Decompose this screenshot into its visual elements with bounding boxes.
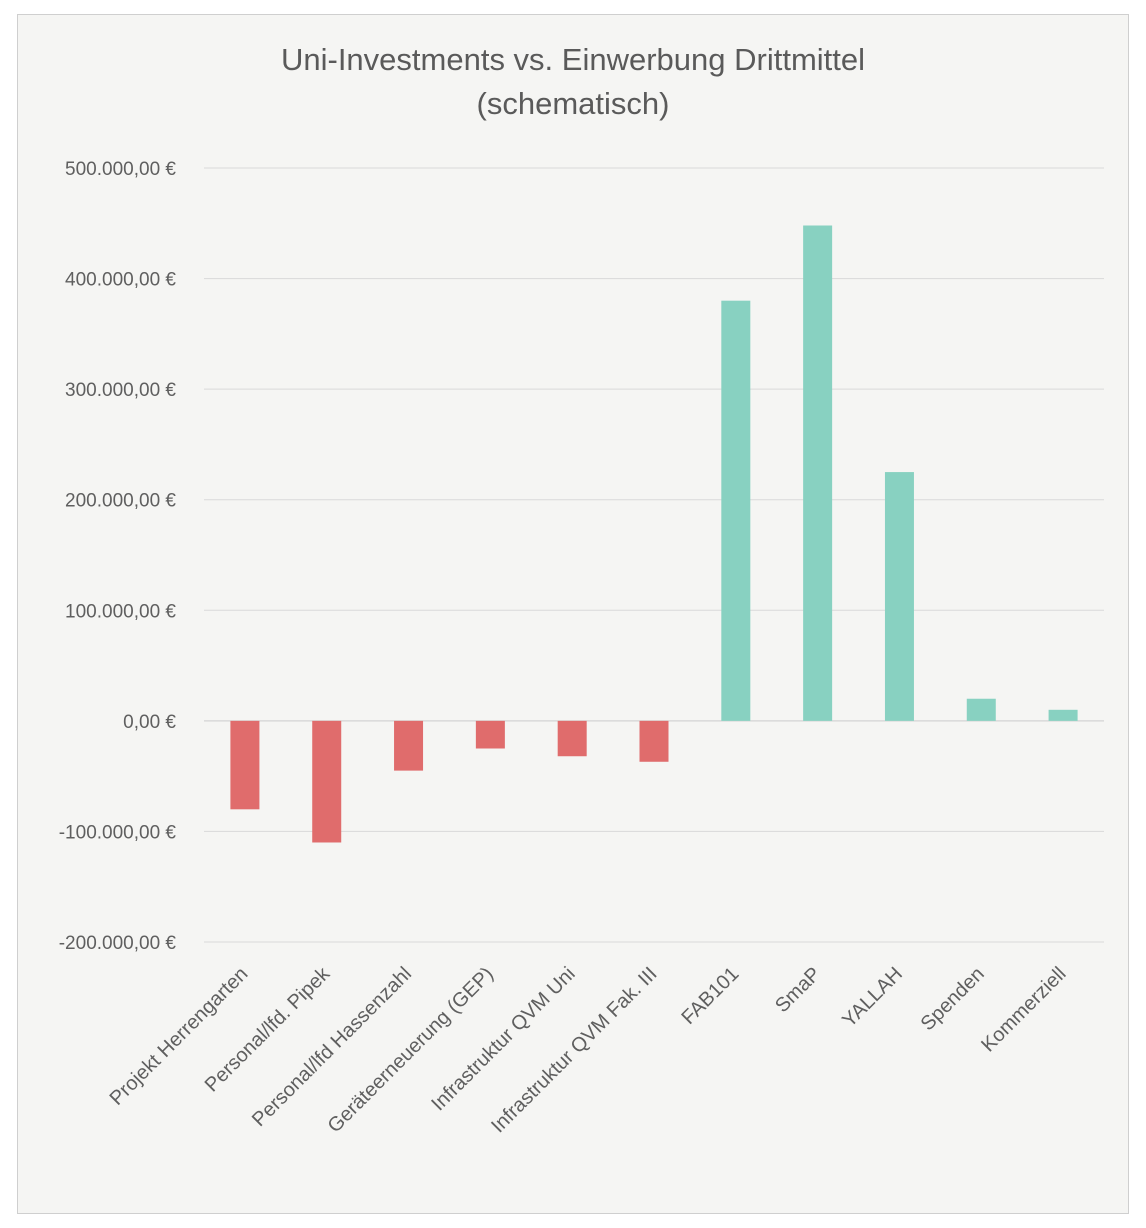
x-tick-label: Geräteerneuerung (GEP) (324, 963, 498, 1137)
bar (230, 720, 260, 810)
bar (803, 225, 833, 721)
y-tick-label: 100.000,00 € (65, 601, 176, 622)
x-tick-label: Projekt Herrengarten (106, 963, 253, 1110)
x-tick-label: YALLAH (838, 963, 907, 1032)
chart-title-line1: Uni-Investments vs. Einwerbung Drittmitt… (280, 42, 866, 77)
y-tick-label: -100.000,00 € (59, 822, 177, 843)
y-tick-label: 500.000,00 € (65, 159, 176, 180)
y-tick-label: 400.000,00 € (65, 270, 176, 291)
x-tick-label: Infrastruktur QVM Fak. III (487, 963, 661, 1137)
x-tick-label: FAB101 (677, 963, 743, 1029)
bar (966, 698, 996, 721)
bar (639, 720, 669, 762)
x-tick-label: Personal/lfd Hassenzahl (248, 963, 416, 1131)
y-tick-label: 0,00 € (123, 712, 176, 733)
x-tick-label: Spenden (917, 963, 989, 1035)
x-tick-label: Kommerziell (977, 963, 1070, 1056)
bar (394, 720, 424, 771)
chart-title: Uni-Investments vs. Einwerbung Drittmitt… (0, 38, 1146, 126)
chart-title-line2: (schematisch) (476, 86, 670, 121)
bar (884, 472, 914, 721)
y-tick-label: 200.000,00 € (65, 491, 176, 512)
y-tick-label: 300.000,00 € (65, 380, 176, 401)
bar (312, 720, 342, 843)
x-tick-label: Infrastruktur QVM Uni (427, 963, 579, 1115)
chart-frame (17, 14, 1129, 1214)
bar (1048, 709, 1078, 721)
bar (475, 720, 505, 749)
bar (557, 720, 587, 757)
x-tick-label: SmaP (771, 963, 825, 1017)
y-tick-label: -200.000,00 € (59, 933, 177, 954)
bar (721, 300, 751, 721)
